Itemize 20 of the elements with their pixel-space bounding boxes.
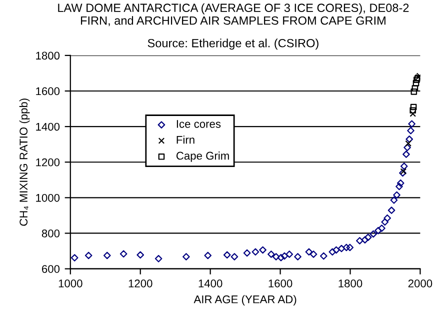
x-tick-label: 2000 (408, 280, 432, 288)
y-tick-label: 600 (42, 265, 60, 273)
x-tick-label: 1400 (198, 280, 222, 288)
legend-label: Ice cores (176, 120, 221, 128)
x-tick-label: 1800 (338, 280, 362, 288)
y-axis-title: CH₄ MIXING RATIO (ppb) (19, 98, 30, 226)
x-axis-title: AIR AGE (YEAR AD) (194, 295, 296, 306)
x-tick-label: 1000 (58, 280, 82, 288)
y-tick-label: 1800 (36, 52, 60, 60)
source-note: Source: Etheridge et al. (CSIRO) (148, 38, 318, 50)
x-tick-label: 1600 (268, 280, 292, 288)
y-tick-label: 800 (42, 230, 60, 238)
y-tick-label: 1600 (36, 87, 60, 96)
y-tick-label: 1000 (36, 194, 60, 202)
chart-title: LAW DOME ANTARCTICA (AVERAGE OF 3 ICE CORES), DE08-2 FIRN, and ARCHIVED AIR SAMPLES FROM CAPE GRIM (58, 3, 409, 26)
y-tick-label: 1200 (36, 158, 60, 166)
x-tick-label: 1200 (128, 280, 152, 288)
legend-label: Firn (176, 136, 194, 144)
y-tick-label: 1400 (36, 122, 60, 131)
legend-label: Cape Grim (176, 152, 229, 162)
